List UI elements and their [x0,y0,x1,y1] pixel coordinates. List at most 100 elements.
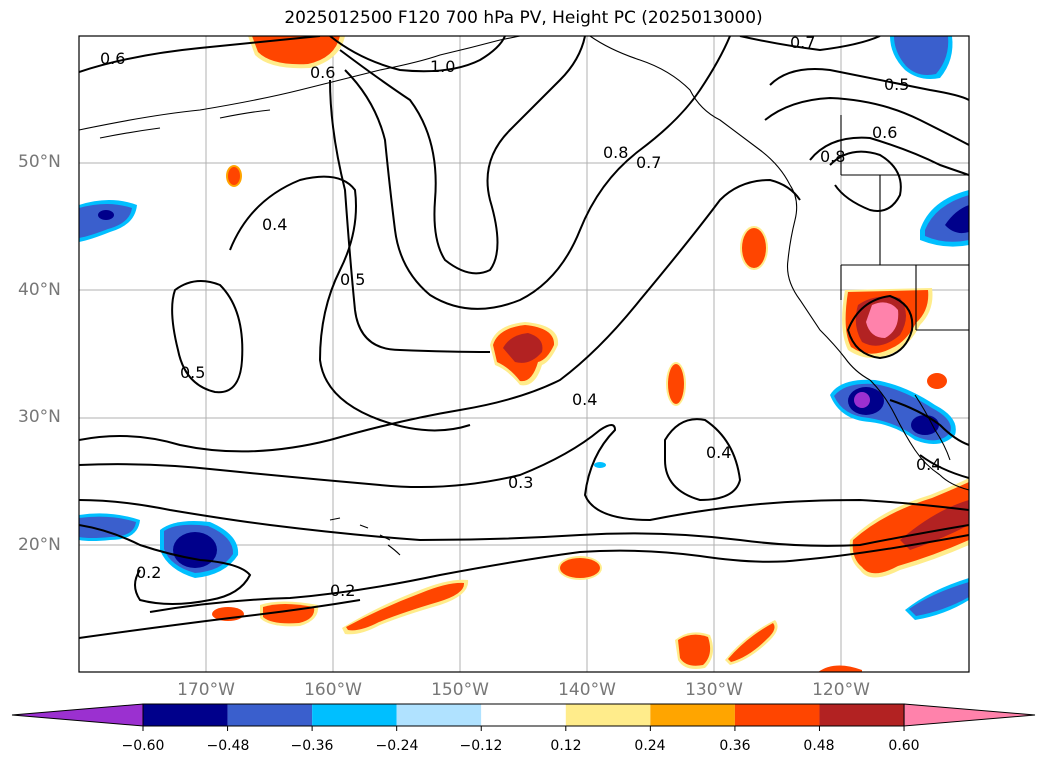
contour-label: 0.6 [100,49,125,68]
contour-label: 0.2 [330,581,355,600]
pv-blob [678,634,711,666]
pv-blob [742,228,766,268]
contour-label: 0.8 [820,147,845,166]
pv-blob [594,462,606,468]
contour-label: 0.5 [340,270,365,289]
pv-blob [173,532,217,568]
pv-blob [894,36,949,75]
contour-label: 0.7 [790,33,815,52]
pv-blob [560,558,600,578]
contour-0.4-loop [664,418,742,502]
coastline-bc [589,36,791,186]
coastline-alaska-islands [99,109,271,139]
contour-0.7-west [739,36,881,52]
contour-1.0 [329,36,506,73]
contour-label: 0.7 [636,153,661,172]
pv-blob [900,500,969,550]
contour-label: 0.4 [706,443,731,462]
colorbar-box [312,704,397,726]
colorbar-extend-right [903,703,1036,727]
contour-ne-b [809,136,969,176]
pv-blob [911,415,939,435]
contour-label: 0.4 [262,215,287,234]
colorbar-box [396,704,482,726]
pv-blob [503,333,543,363]
colorbar-box [734,704,820,726]
contours [79,36,969,639]
colorbar-tick-label: 0.24 [634,738,666,754]
contour-ne-c [829,150,902,212]
colorbar-box [819,704,905,726]
colorbar-tick-label: 0.12 [550,738,582,754]
contour-0.8-trough [339,36,586,275]
contour-label: 0.4 [916,455,941,474]
pv-blob [252,36,340,65]
contour-label: 0.8 [603,143,628,162]
chart-title: 2025012500 F120 700 hPa PV, Height PC (2… [284,8,763,28]
pv-blob [909,582,969,616]
colorbar-box [650,704,735,726]
colorbar-tick-label: 0.60 [888,738,920,754]
contour-0.5 [329,79,491,353]
pv-blob [668,364,684,404]
contour-label: 0.5 [884,75,909,94]
lon-label-140w: 140°W [558,680,616,700]
map-frame [78,35,970,673]
contour-0.7-trough [344,36,731,310]
pv-blob [79,204,132,238]
colorbar-tick-label: 0.36 [719,738,751,754]
colorbar-box [143,704,228,726]
contour-0.2-a [79,499,969,547]
pv-blob [945,205,969,234]
colorbar-box [565,704,651,726]
contour-0.6-nw [79,36,321,73]
colorbar-box [227,704,313,726]
contour-0.2-b [79,524,252,605]
contour-ne-high [769,68,969,101]
pv-blob [818,665,862,672]
contour-cutoff [846,294,914,360]
pv-blob [346,582,465,631]
contour-label: 0.6 [310,63,335,82]
coastline-mexico [939,474,969,491]
lat-label-40: 40°N [18,280,61,300]
pv-blob [79,516,136,538]
contour-low [79,599,361,639]
coastline-alaska [79,36,521,131]
colorbar-tick-label: −0.36 [290,738,334,754]
coastline-baja [869,379,951,476]
colorbar [11,703,1036,731]
pv-blob [98,210,114,220]
colorbar-extend-left [11,703,144,727]
coastline-westcoast [786,184,871,381]
contour-label: 0.2 [136,563,161,582]
contour-ne-a [764,96,969,146]
pv-blob [228,167,240,185]
coastlines [79,36,969,556]
pv-blob [854,392,870,408]
colorbar-tick-label: −0.60 [121,738,165,754]
pv-blob [728,623,775,662]
contour-0.4-wide [229,175,471,432]
contour-sw-east [889,399,969,479]
lat-label-20: 20°N [18,535,61,555]
contour-label: 1.0 [430,57,455,76]
colorbar-border [142,703,905,727]
pv-shading [79,36,969,672]
lat-label-50: 50°N [18,152,61,172]
contour-label: 0.6 [872,123,897,142]
hawaii [329,517,401,556]
lat-label-30: 30°N [18,407,61,427]
contour-0.5-loop [171,280,244,394]
contour-0.4-main [79,178,801,453]
pv-blob [927,373,947,389]
contour-label: 0.4 [572,390,597,409]
lon-label-150w: 150°W [431,680,489,700]
lon-label-120w: 120°W [812,680,870,700]
contour-0.2-c [149,534,969,613]
contour-0.3 [79,424,969,522]
state-border [840,115,969,331]
contour-label: 0.5 [180,363,205,382]
colorbar-tick-label: −0.24 [375,738,419,754]
